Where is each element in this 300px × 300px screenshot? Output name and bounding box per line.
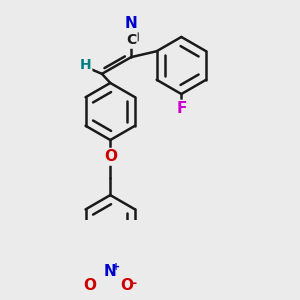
Text: H: H xyxy=(80,58,91,73)
Text: -: - xyxy=(132,277,137,290)
Text: +: + xyxy=(112,262,121,272)
Text: N: N xyxy=(125,16,138,31)
Text: O: O xyxy=(121,278,134,293)
Text: C: C xyxy=(126,33,136,47)
Text: O: O xyxy=(83,278,96,293)
Text: N: N xyxy=(104,263,117,278)
Text: O: O xyxy=(104,149,117,164)
Text: F: F xyxy=(176,101,187,116)
